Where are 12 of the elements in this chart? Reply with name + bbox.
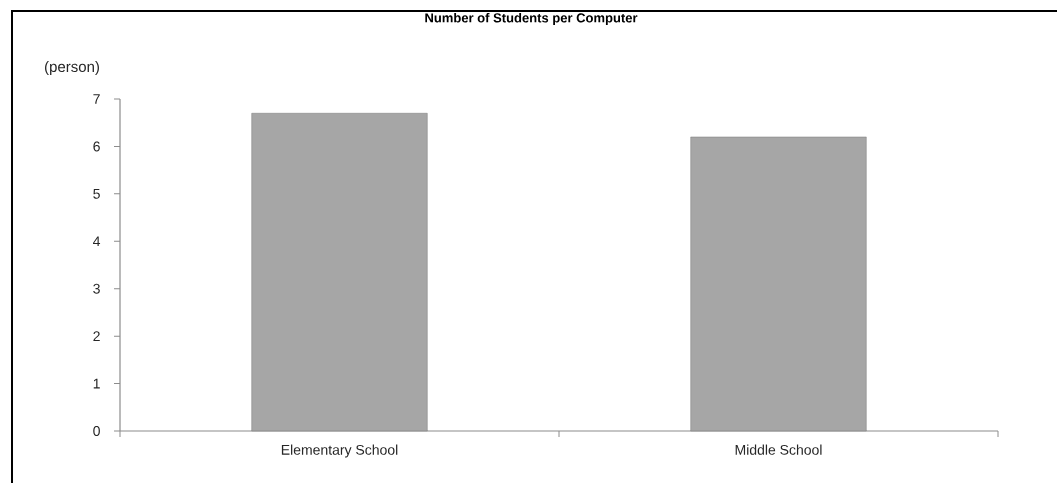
y-tick-label: 0 [93,426,100,436]
y-tick-label: 2 [93,331,100,342]
x-tick-label: Middle School [735,444,822,455]
y-tick-label: 4 [93,236,101,247]
x-tick-label: Elementary School [281,444,398,458]
chart-title: Number of Students per Computer [425,12,638,26]
y-tick-label: 3 [93,283,100,294]
y-tick-label: 6 [93,141,100,152]
y-tick-label: 7 [93,94,100,104]
y-axis-title: (person) [45,61,99,75]
y-tick-label: 1 [93,378,100,389]
y-tick-label: 5 [93,188,100,199]
